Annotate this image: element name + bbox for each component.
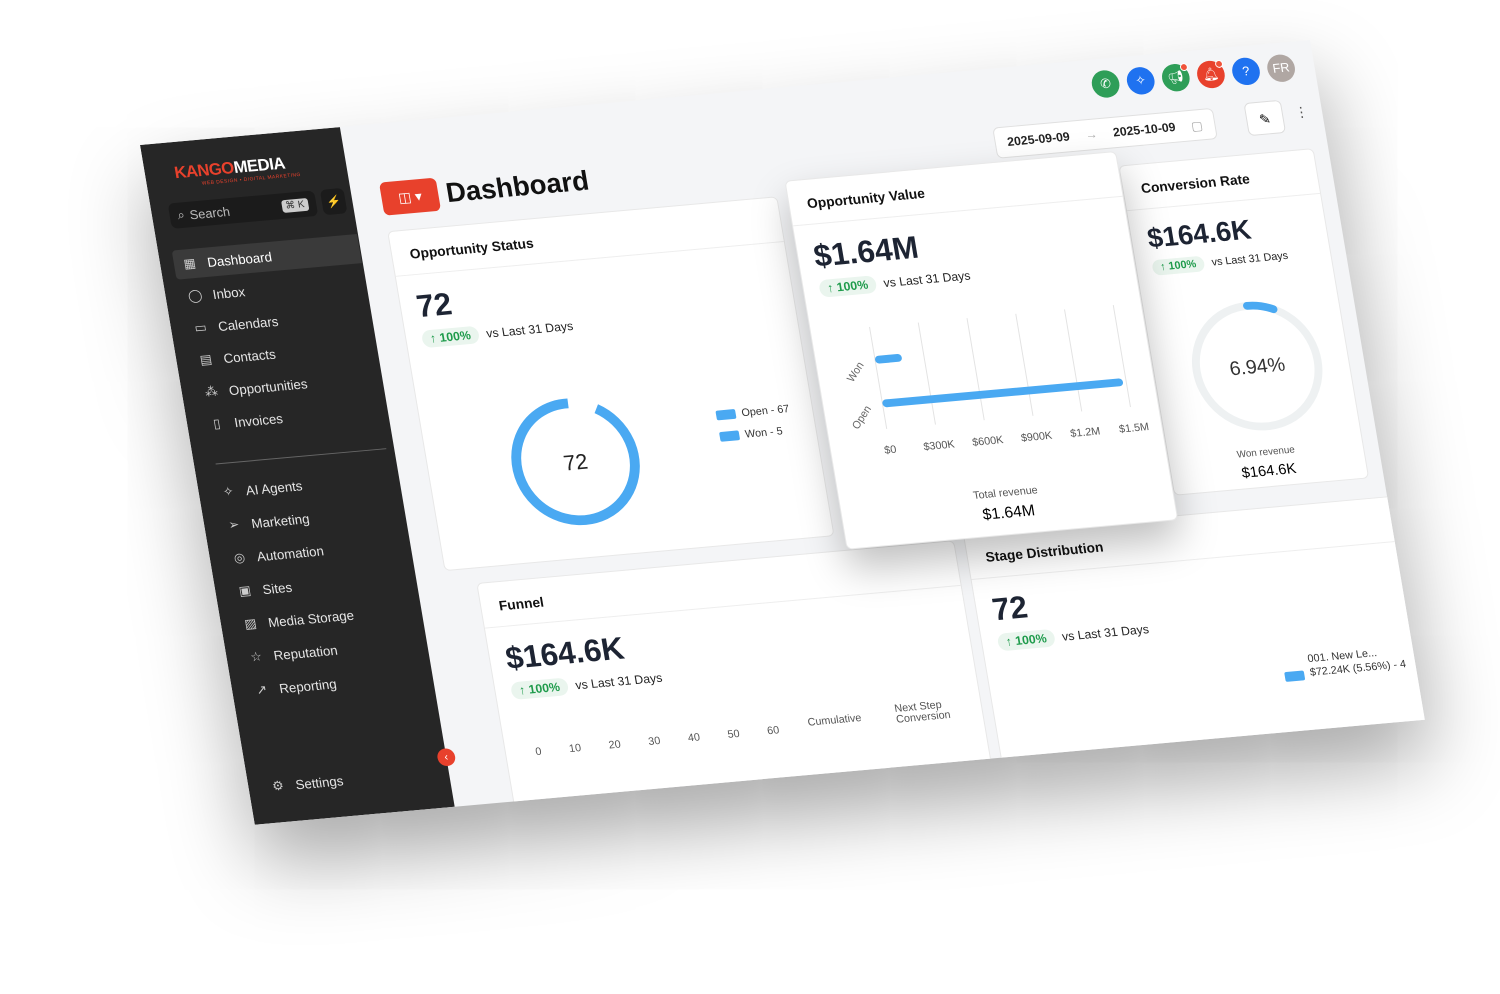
send-icon: ➢ xyxy=(227,516,241,533)
cumulative-header: Cumulative xyxy=(806,712,863,729)
arrow-right-icon: → xyxy=(1084,127,1099,142)
gridline xyxy=(966,318,985,421)
x-tick-label: $1.2M xyxy=(1069,425,1101,440)
calendar-icon: ▢ xyxy=(1189,118,1204,133)
change-badge: ↑ 100% xyxy=(509,677,570,701)
change-badge: ↑ 100% xyxy=(996,628,1056,652)
funnel-tick: 50 xyxy=(726,728,741,741)
gridline xyxy=(1015,313,1034,416)
invoice-icon: ▯ xyxy=(212,415,222,432)
quick-action-button[interactable]: ⚡ xyxy=(319,187,348,216)
conversion-gauge: 6.94% xyxy=(1191,301,1323,431)
change-badge: ↑ 100% xyxy=(420,325,481,349)
funnel-tick: 20 xyxy=(607,738,622,752)
x-tick-label: $1.5M xyxy=(1118,421,1150,436)
x-tick-label: $600K xyxy=(971,434,1005,449)
compare-label: vs Last 31 Days xyxy=(1210,250,1290,269)
gridline xyxy=(1064,309,1083,412)
layout-menu-button[interactable]: ◫ ▾ xyxy=(378,177,442,216)
x-tick-label: $900K xyxy=(1020,430,1054,445)
compare-label: vs Last 31 Days xyxy=(1060,622,1150,644)
status-donut: 72 xyxy=(511,398,640,526)
shortcut-badge: ⌘ K xyxy=(280,197,310,213)
gauge-label: 6.94% xyxy=(1228,354,1287,381)
conversion-rate-card: Conversion Rate $164.6K ↑ 100% vs Last 31… xyxy=(1118,148,1370,496)
x-tick-label: $300K xyxy=(923,438,957,453)
sites-icon: ▣ xyxy=(237,582,253,599)
phone-button[interactable]: ✆ xyxy=(1089,69,1122,99)
pencil-icon: ✎ xyxy=(1257,110,1272,128)
end-date: 2025-10-09 xyxy=(1111,120,1177,140)
avatar[interactable]: FR xyxy=(1265,53,1298,84)
help-button[interactable]: ? xyxy=(1230,56,1262,87)
y-tick-label: Open xyxy=(850,403,874,431)
logo: KANGOMEDIA WEB DESIGN • DIGITAL MARKETING xyxy=(172,153,302,187)
sparkle-icon: ✧ xyxy=(1134,72,1148,89)
search-icon: ⌕ xyxy=(176,207,186,223)
stage-distribution-card: Stage Distribution 72 ↑ 100% vs Last 31 D… xyxy=(962,495,1425,787)
gauge-fill xyxy=(1191,301,1323,431)
opportunity-value-card: Opportunity Value $1.64M ↑ 100% vs Last 3… xyxy=(784,151,1179,550)
bell-icon: 🔔︎ xyxy=(1201,66,1221,83)
page-title: Dashboard xyxy=(443,165,592,208)
bar-open xyxy=(882,378,1124,408)
phone-icon: ✆ xyxy=(1098,75,1113,92)
bar-won xyxy=(875,354,902,364)
change-badge: ↑ 100% xyxy=(818,275,878,298)
chevron-left-icon: ‹ xyxy=(443,751,450,764)
card-title: Conversion Rate xyxy=(1119,149,1321,212)
funnel-tick: 60 xyxy=(766,724,781,738)
megaphone-icon: 📢︎ xyxy=(1166,69,1186,86)
layout-icon: ◫ ▾ xyxy=(396,187,424,206)
ai-button[interactable]: ✧ xyxy=(1124,66,1157,96)
next-step-header: Next Step Conversion xyxy=(893,699,952,726)
funnel-tick: 40 xyxy=(687,731,701,745)
compare-label: vs Last 31 Days xyxy=(574,670,664,693)
legend-open: Open - 67 xyxy=(715,403,790,421)
edit-button[interactable]: ✎ xyxy=(1243,99,1287,137)
value-bar-chart: $0 $300K $600K $900K $1.2M $1.5M Won Open xyxy=(845,305,1150,457)
gridline xyxy=(917,322,936,425)
app-window: KANGOMEDIA WEB DESIGN • DIGITAL MARKETING… xyxy=(140,40,1425,825)
stage-legend-item: 001. New Le... $72.24K (5.56%) - 4 xyxy=(1281,644,1407,682)
gear-icon: ⚙ xyxy=(270,777,285,794)
x-tick-label: $0 xyxy=(883,444,897,457)
change-badge: ↑ 100% xyxy=(1151,255,1206,276)
bolt-icon: ⚡ xyxy=(325,194,343,210)
sparkle-icon: ✧ xyxy=(221,483,235,500)
opportunities-icon: ⁂ xyxy=(203,383,219,400)
help-icon: ? xyxy=(1241,63,1251,79)
contacts-icon: ▤ xyxy=(198,351,214,368)
opportunity-status-card: Opportunity Status 72 ↑ 100% vs Last 31 D… xyxy=(387,196,835,572)
announcements-button[interactable]: 📢︎ xyxy=(1159,62,1192,93)
funnel-tick: 30 xyxy=(647,735,662,748)
top-bar: ✆ ✧ 📢︎ 🔔︎ ? FR xyxy=(340,40,1319,178)
automation-icon: ◎ xyxy=(232,549,247,566)
grid-icon: ▦ xyxy=(182,255,197,272)
gridline xyxy=(1112,305,1131,408)
funnel-card: Funnel $164.6K ↑ 100% vs Last 31 Days 0 10… xyxy=(476,540,997,825)
notifications-button[interactable]: 🔔︎ xyxy=(1194,59,1227,90)
start-date: 2025-09-09 xyxy=(1006,129,1071,149)
image-icon: ▨ xyxy=(243,615,258,632)
chart-icon: ↗ xyxy=(255,681,269,698)
funnel-tick: 0 xyxy=(534,745,543,759)
main-content: ✆ ✧ 📢︎ 🔔︎ ? FR 2025-09-09 → 2025-10-09 ▢ ✎ … xyxy=(340,40,1425,825)
donut-center-label: 72 xyxy=(562,449,590,476)
compare-label: vs Last 31 Days xyxy=(485,319,575,341)
sidebar-item-settings[interactable]: ⚙ Settings xyxy=(260,756,450,802)
legend-won: Won - 5 xyxy=(719,425,794,443)
chat-icon: ◯ xyxy=(186,287,204,304)
more-menu-button[interactable]: ⋮ xyxy=(1293,103,1310,121)
divider xyxy=(215,448,387,465)
star-icon: ☆ xyxy=(249,648,264,665)
search-input[interactable]: ⌕ Search ⌘ K xyxy=(167,190,319,229)
compare-label: vs Last 31 Days xyxy=(882,268,972,291)
y-tick-label: Won xyxy=(845,360,867,385)
calendar-icon: ▭ xyxy=(193,319,208,336)
funnel-tick: 10 xyxy=(568,742,583,755)
gridline xyxy=(869,326,888,429)
